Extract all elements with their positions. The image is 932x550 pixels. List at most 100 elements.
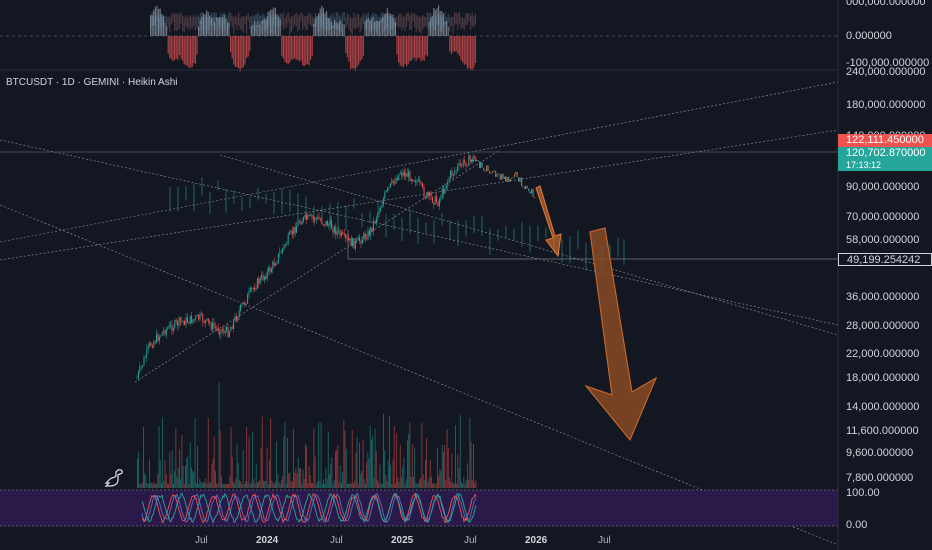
candle-body — [413, 180, 415, 182]
oscillator-bar — [378, 21, 380, 36]
volume-bar — [457, 454, 459, 488]
oscillator-bar — [233, 36, 235, 65]
oscillator-bar — [254, 21, 256, 36]
oscillator-bar — [302, 13, 304, 31]
oscillator-bar — [318, 15, 320, 33]
volume-bar — [227, 484, 228, 488]
volume-bar — [408, 434, 410, 488]
candle-body — [227, 327, 229, 337]
oscillator-bar — [334, 20, 336, 36]
candle-body — [464, 160, 466, 163]
candle-body — [147, 345, 149, 349]
oscillator-bar — [399, 13, 401, 27]
oscillator-bar — [348, 14, 350, 30]
oscillator-bar — [313, 17, 315, 27]
candle-body — [164, 330, 166, 335]
oscillator-bar — [314, 12, 316, 28]
volume-bar — [299, 468, 300, 488]
candle-body — [345, 234, 347, 238]
candle-body — [426, 192, 428, 198]
projection-bar — [487, 165, 489, 171]
volume-bar — [456, 484, 458, 488]
oscillator-bar — [287, 36, 289, 65]
oscillator-bar — [431, 15, 433, 36]
oscillator-bar — [351, 36, 353, 69]
oscillator-bar — [273, 7, 275, 37]
oscillator-bar — [164, 22, 166, 36]
volume-bar — [175, 428, 177, 488]
price-label: 22,000.000000 — [846, 348, 920, 360]
volume-bar — [380, 483, 382, 488]
oscillator-bar — [430, 17, 432, 36]
candle-body — [298, 221, 300, 223]
symbol-title[interactable]: BTCUSDT · 1D · GEMINI · Heikin Ashi — [6, 77, 178, 88]
oscillator-bar — [271, 9, 273, 36]
candle-body — [193, 319, 195, 320]
oscillator-bar — [274, 15, 276, 34]
volume-bar — [474, 482, 476, 488]
oscillator-bar — [185, 36, 187, 66]
oscillator-bar — [402, 36, 404, 67]
price-label: 28,000.000000 — [846, 320, 920, 332]
oscillator-bar — [209, 15, 211, 36]
oscillator-bar — [470, 36, 472, 70]
time-label-year: 2024 — [256, 535, 279, 546]
oscillator-bar — [406, 36, 408, 67]
volume-bar — [297, 457, 299, 488]
candle-body — [466, 165, 468, 167]
oscillator-bar — [342, 24, 344, 36]
oscillator-bar — [311, 36, 313, 56]
candle-body — [447, 180, 449, 186]
candle-body — [301, 221, 303, 225]
oscillator-bar — [234, 15, 236, 25]
candle-body — [457, 166, 459, 171]
oscillator-bar — [366, 19, 368, 36]
volume-bar — [150, 482, 152, 488]
candle-body — [294, 227, 296, 233]
oscillator-bar — [188, 15, 190, 31]
candle-body — [473, 156, 475, 159]
volume-bar — [461, 481, 462, 488]
candle-body — [392, 180, 394, 183]
oscillator-bar — [369, 17, 371, 31]
oscillator-bar — [348, 36, 350, 62]
oscillator-bar — [175, 13, 177, 31]
oscillator-bar — [367, 17, 369, 36]
volume-bar — [293, 429, 294, 488]
oscillator-bar — [188, 36, 190, 68]
candle-body — [233, 320, 235, 329]
volume-bar — [209, 483, 210, 488]
oscillator-bar — [372, 16, 374, 36]
volume-bar — [217, 483, 219, 488]
candle-body — [177, 321, 179, 326]
volume-bar — [278, 482, 280, 488]
oscillator-bar — [420, 36, 422, 62]
oscillator-bar — [386, 13, 388, 28]
oscillator-bar — [447, 13, 449, 24]
volume-bar — [423, 480, 425, 488]
oscillator-bar — [337, 12, 339, 30]
projection-bar — [501, 173, 503, 180]
main-price-pane — [0, 81, 839, 546]
oscillator-bar — [449, 36, 451, 52]
oscillator-bar — [167, 16, 169, 28]
oscillator-bar — [460, 36, 462, 60]
candle-body — [189, 315, 191, 324]
oscillator-bar — [252, 24, 254, 36]
volume-bar — [439, 469, 441, 488]
candle-body — [247, 294, 249, 304]
oscillator-bar — [354, 36, 356, 72]
volume-bar — [363, 479, 365, 488]
volume-bar — [294, 472, 296, 488]
time-label-year: 2025 — [391, 535, 414, 546]
oscillator-bar — [223, 14, 225, 37]
oscillator-bar — [252, 15, 254, 29]
oscillator-bar — [306, 36, 308, 64]
candle-body — [244, 302, 246, 305]
oscillator-bar — [430, 12, 432, 30]
oscillator-bar — [474, 13, 476, 25]
volume-bar — [422, 474, 424, 488]
volume-bar — [306, 446, 308, 488]
volume-bar — [147, 483, 149, 488]
